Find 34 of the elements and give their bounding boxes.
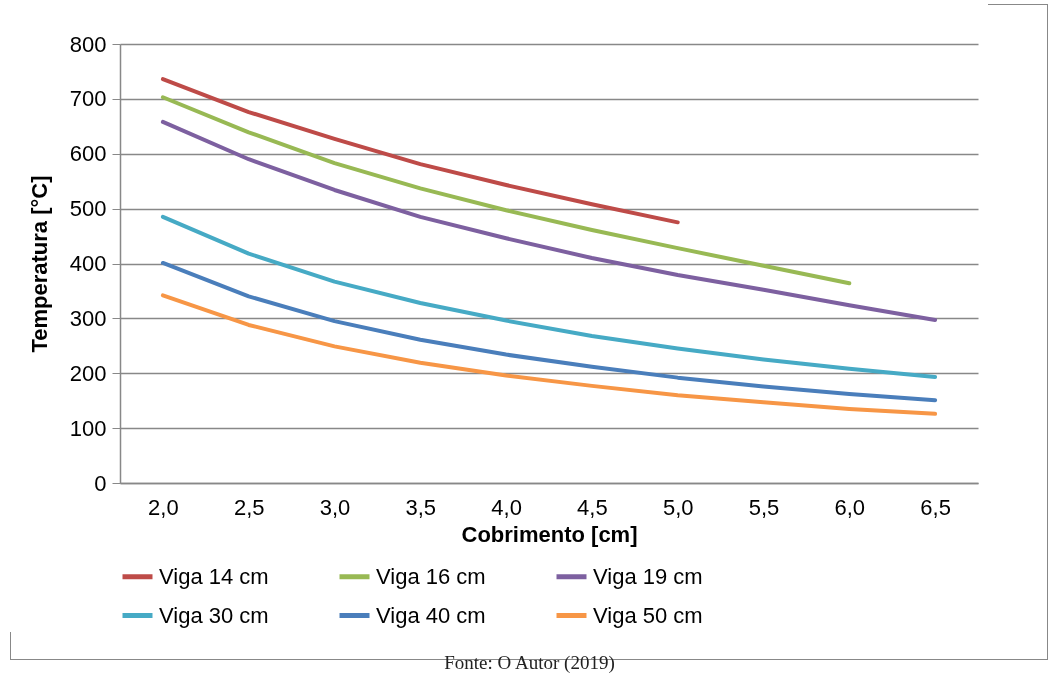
legend-label: Viga 40 cm — [376, 602, 486, 628]
x-tick-label: 3,5 — [405, 494, 437, 520]
y-tick-label: 300 — [69, 305, 107, 331]
line-series — [160, 293, 938, 416]
x-tick-label: 3,0 — [319, 494, 351, 520]
x-tick-label: 4,5 — [577, 494, 608, 520]
source-note: Fonte: O Autor (2019) — [443, 652, 616, 674]
line-series — [160, 214, 938, 380]
x-tick-label: 5,5 — [748, 494, 780, 520]
y-tick-label: 500 — [69, 196, 107, 222]
x-axis-title: Cobrimento [cm] — [461, 521, 638, 547]
x-tick-label: 2,0 — [148, 494, 179, 520]
x-tick-label: 4,0 — [491, 494, 522, 520]
legend-label: Viga 19 cm — [593, 563, 703, 589]
y-tick-label: 400 — [69, 251, 107, 276]
x-tick-label: 6,5 — [920, 494, 951, 520]
legend-label: Viga 14 cm — [159, 563, 269, 589]
legend-label: Viga 16 cm — [376, 563, 486, 589]
y-tick-label: 700 — [69, 86, 107, 112]
line-series — [160, 95, 852, 286]
line-series — [160, 260, 938, 403]
y-tick-label: 800 — [69, 31, 107, 57]
y-tick-label: 100 — [69, 415, 107, 441]
line-series — [160, 119, 938, 323]
y-tick-label: 0 — [94, 470, 107, 496]
y-axis-title: Temperatura [°C] — [26, 175, 52, 353]
legend-label: Viga 30 cm — [159, 602, 269, 628]
x-tick-label: 2,5 — [233, 494, 265, 520]
y-tick-label: 600 — [69, 141, 107, 167]
y-tick-label: 200 — [69, 360, 107, 386]
legend-label: Viga 50 cm — [593, 602, 703, 628]
x-tick-label: 5,0 — [662, 494, 694, 520]
x-tick-label: 6,0 — [834, 494, 866, 520]
line-series — [160, 77, 680, 225]
